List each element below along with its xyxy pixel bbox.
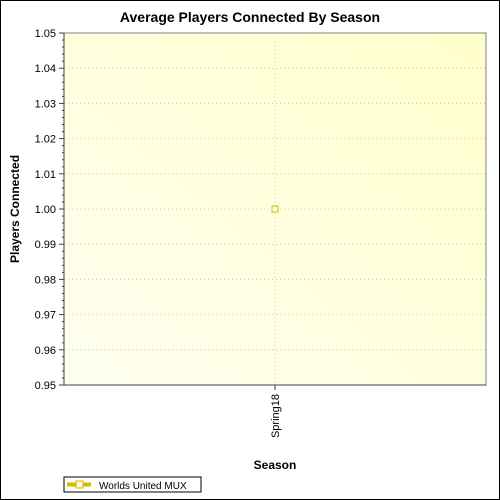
y-tick-label: 1.04 xyxy=(35,63,56,75)
x-axis-label: Season xyxy=(254,458,297,472)
y-tick-label: 1.00 xyxy=(35,204,56,216)
legend-series-label: Worlds United MUX xyxy=(99,481,187,492)
legend-box xyxy=(63,476,202,493)
legend-series-marker xyxy=(75,480,84,489)
y-tick-label: 1.03 xyxy=(35,98,56,110)
x-tick-label: Spring18 xyxy=(270,394,282,438)
data-point xyxy=(271,205,279,213)
y-tick-label: 0.95 xyxy=(35,380,56,392)
series-layer xyxy=(271,205,279,213)
y-axis-label: Players Connected xyxy=(8,155,22,263)
y-tick-label: 0.98 xyxy=(35,274,56,286)
y-tick-label: 0.96 xyxy=(35,345,56,357)
y-tick-label: 1.05 xyxy=(35,28,56,40)
y-tick-label: 0.99 xyxy=(35,239,56,251)
y-tick-label: 0.97 xyxy=(35,310,56,322)
y-tick-label: 1.01 xyxy=(35,169,56,181)
chart-title: Average Players Connected By Season xyxy=(120,9,380,25)
x-axis: Spring18 xyxy=(64,384,486,438)
y-axis: 0.95 0.96 0.97 0.98 0.99 1.00 1.01 1.02 1.03 1.04… xyxy=(35,28,65,392)
legend: Worlds United MUX xyxy=(63,476,202,493)
y-tick-label: 1.02 xyxy=(35,134,56,146)
